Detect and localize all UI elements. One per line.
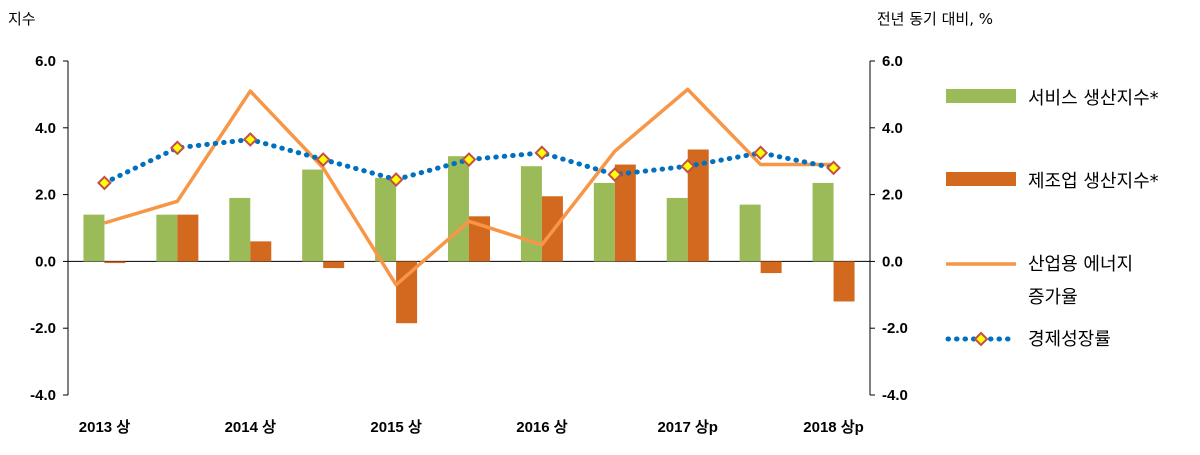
gdp-growth-point [461, 152, 477, 167]
left-tick-label: -2.0 [30, 320, 56, 337]
manufacturing-index-bar [833, 261, 855, 302]
services-index-bar [520, 166, 542, 262]
x-tick-label: 2013 상 [79, 419, 131, 436]
right-tick-label: 6.0 [882, 53, 903, 70]
gdp-growth-point [753, 145, 769, 161]
legend-label-manufacturing: 제조업 생산지수* [1028, 171, 1159, 192]
services-index-bar [83, 214, 105, 262]
manufacturing-index-bar [614, 164, 636, 262]
lines [97, 87, 841, 287]
gdp-growth-point [169, 140, 185, 156]
gdp-growth-point [680, 158, 696, 174]
bars [83, 149, 855, 324]
legend-label-energy-line2: 증가율 [1028, 287, 1078, 308]
gdp-growth-point [534, 145, 550, 161]
gdp-growth-point [242, 132, 258, 147]
left-tick-label: 6.0 [35, 53, 56, 70]
gdp-growth-point [97, 175, 112, 191]
gdp-growth-point [315, 152, 331, 167]
gdp-growth-point [607, 167, 623, 182]
manufacturing-index-bar [323, 261, 345, 269]
services-index-bar [156, 214, 178, 262]
left-tick-label: 2.0 [35, 187, 56, 204]
x-tick-label: 2015 상 [370, 419, 422, 436]
legend-label-energy-line1: 산업용 에너지 [1028, 254, 1133, 275]
manufacturing-index-bar [687, 149, 709, 262]
right-tick-label: 4.0 [882, 120, 903, 137]
manufacturing-index-bar [104, 261, 126, 264]
legend-marker-gdp [973, 331, 989, 347]
right-tick-label: 0.0 [882, 253, 903, 270]
energy-growth-line [103, 87, 834, 287]
left-tick-label: 0.0 [35, 253, 56, 270]
left-tick-label: -4.0 [30, 387, 56, 404]
services-index-bar [593, 182, 615, 262]
tick-labels: 6.0 4.0 2.0 0.0 -2.0 -4.0 6.0 4.0 2.0 0.0 -2.0 -4.0… [8, 10, 993, 436]
right-tick-label: 2.0 [882, 187, 903, 204]
manufacturing-index-bar [177, 214, 199, 262]
right-axis-label: 전년 동기 대비, % [877, 10, 993, 28]
right-tick-label: -4.0 [882, 387, 908, 404]
x-tick-label: 2016 상 [516, 419, 568, 436]
x-tick-label: 2017 상p [657, 419, 718, 436]
legend-label-gdp: 경제성장률 [1028, 329, 1111, 350]
x-tick-label: 2018 상p [803, 419, 864, 436]
legend-swatch-manufacturing [946, 172, 1016, 186]
legend-swatch-services [946, 89, 1016, 103]
left-tick-label: 4.0 [35, 120, 56, 137]
gdp-growth-point [388, 172, 404, 187]
services-index-bar [229, 197, 251, 262]
services-index-bar [448, 156, 469, 262]
left-axis-label: 지수 [8, 10, 36, 28]
services-index-bar [666, 197, 688, 262]
manufacturing-index-bar [396, 261, 418, 324]
legend-label-services: 서비스 생산지수* [1028, 88, 1159, 109]
right-tick-label: -2.0 [882, 320, 908, 337]
services-index-bar [739, 204, 761, 262]
services-index-bar [812, 182, 834, 262]
x-tick-label: 2014 상 [225, 419, 277, 436]
services-index-bar [302, 169, 324, 262]
gdp-growth-point [826, 160, 841, 176]
services-index-bar [375, 177, 397, 262]
manufacturing-index-bar [760, 261, 782, 274]
manufacturing-index-bar [250, 241, 272, 262]
